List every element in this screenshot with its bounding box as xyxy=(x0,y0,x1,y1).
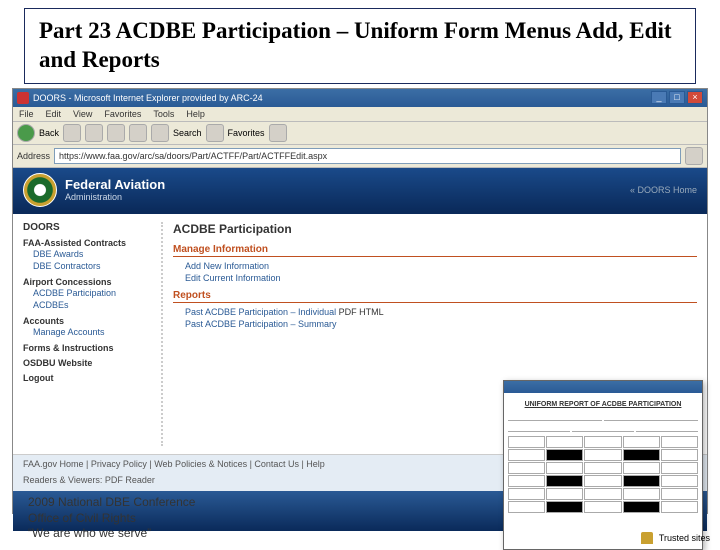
window-title: DOORS - Microsoft Internet Explorer prov… xyxy=(33,93,651,103)
slide-title-box: Part 23 ACDBE Participation – Uniform Fo… xyxy=(24,8,696,84)
sidebar-item-dbe-awards[interactable]: DBE Awards xyxy=(33,248,155,260)
section-manage: Manage Information xyxy=(173,244,697,257)
main-heading: ACDBE Participation xyxy=(173,222,697,236)
report-individual-label: Past ACDBE Participation – Individual xyxy=(185,307,336,317)
footer-conference: 2009 National DBE Conference xyxy=(28,495,195,511)
favorites-label: Favorites xyxy=(228,128,265,138)
section-reports: Reports xyxy=(173,290,697,303)
link-edit-current[interactable]: Edit Current Information xyxy=(185,272,697,284)
faa-title: Federal Aviation xyxy=(65,177,165,192)
faa-header: Federal Aviation Administration « DOORS … xyxy=(13,168,707,214)
menubar: File Edit View Favorites Tools Help xyxy=(13,107,707,122)
link-report-individual[interactable]: Past ACDBE Participation – Individual PD… xyxy=(185,306,697,318)
favorites-button[interactable] xyxy=(206,124,224,142)
close-button[interactable]: × xyxy=(687,91,703,104)
sidebar-heading: DOORS xyxy=(23,222,155,233)
minimize-button[interactable]: _ xyxy=(651,91,667,104)
address-input[interactable] xyxy=(54,148,681,164)
sidebar-item-manage-accounts[interactable]: Manage Accounts xyxy=(33,326,155,338)
browser-window: DOORS - Microsoft Internet Explorer prov… xyxy=(12,88,708,514)
sidebar-group-accounts: Accounts xyxy=(23,316,155,326)
lock-icon xyxy=(641,532,653,544)
menu-file[interactable]: File xyxy=(19,109,34,119)
search-label: Search xyxy=(173,128,202,138)
search-button[interactable] xyxy=(151,124,169,142)
back-button[interactable] xyxy=(17,124,35,142)
refresh-button[interactable] xyxy=(107,124,125,142)
link-add-new[interactable]: Add New Information xyxy=(185,260,697,272)
slide-footer: 2009 National DBE Conference Office of C… xyxy=(28,495,195,542)
faa-seal-icon xyxy=(23,173,57,207)
report-preview-grid xyxy=(508,436,698,513)
sidebar-group-osdbu[interactable]: OSDBU Website xyxy=(23,358,155,368)
sidebar-group-forms[interactable]: Forms & Instructions xyxy=(23,343,155,353)
toolbar: Back Search Favorites xyxy=(13,122,707,145)
menu-help[interactable]: Help xyxy=(186,109,205,119)
sidebar-item-acdbe-participation[interactable]: ACDBE Participation xyxy=(33,287,155,299)
page-viewport: Federal Aviation Administration « DOORS … xyxy=(13,168,707,513)
go-button[interactable] xyxy=(685,147,703,165)
menu-favorites[interactable]: Favorites xyxy=(104,109,141,119)
forward-button[interactable] xyxy=(63,124,81,142)
faa-subtitle: Administration xyxy=(65,192,165,202)
maximize-button[interactable]: □ xyxy=(669,91,685,104)
address-bar: Address xyxy=(13,145,707,168)
history-button[interactable] xyxy=(269,124,287,142)
sidebar-item-dbe-contractors[interactable]: DBE Contractors xyxy=(33,260,155,272)
report-individual-formats: PDF HTML xyxy=(339,307,384,317)
report-preview-titlebar xyxy=(504,381,702,393)
link-report-summary[interactable]: Past ACDBE Participation – Summary xyxy=(185,318,697,330)
doors-home-link[interactable]: « DOORS Home xyxy=(630,185,697,195)
ie-icon xyxy=(17,92,29,104)
sidebar-group-concessions: Airport Concessions xyxy=(23,277,155,287)
home-button[interactable] xyxy=(129,124,147,142)
status-trusted: Trusted sites xyxy=(659,533,710,543)
slide-title: Part 23 ACDBE Participation – Uniform Fo… xyxy=(39,17,681,75)
sidebar-item-acdbes[interactable]: ACDBEs xyxy=(33,299,155,311)
footer-office: Office of Civil Rights xyxy=(28,511,195,527)
window-titlebar: DOORS - Microsoft Internet Explorer prov… xyxy=(13,89,707,107)
menu-tools[interactable]: Tools xyxy=(153,109,174,119)
menu-edit[interactable]: Edit xyxy=(46,109,62,119)
address-label: Address xyxy=(17,151,50,161)
back-label: Back xyxy=(39,128,59,138)
status-bar: Trusted sites xyxy=(641,532,710,544)
report-preview-title: UNIFORM REPORT OF ACDBE PARTICIPATION xyxy=(508,401,698,408)
stop-button[interactable] xyxy=(85,124,103,142)
sidebar: DOORS FAA-Assisted Contracts DBE Awards … xyxy=(23,222,163,446)
sidebar-group-logout[interactable]: Logout xyxy=(23,373,155,383)
menu-view[interactable]: View xyxy=(73,109,92,119)
sidebar-group-contracts: FAA-Assisted Contracts xyxy=(23,238,155,248)
report-preview-window: UNIFORM REPORT OF ACDBE PARTICIPATION xyxy=(503,380,703,550)
